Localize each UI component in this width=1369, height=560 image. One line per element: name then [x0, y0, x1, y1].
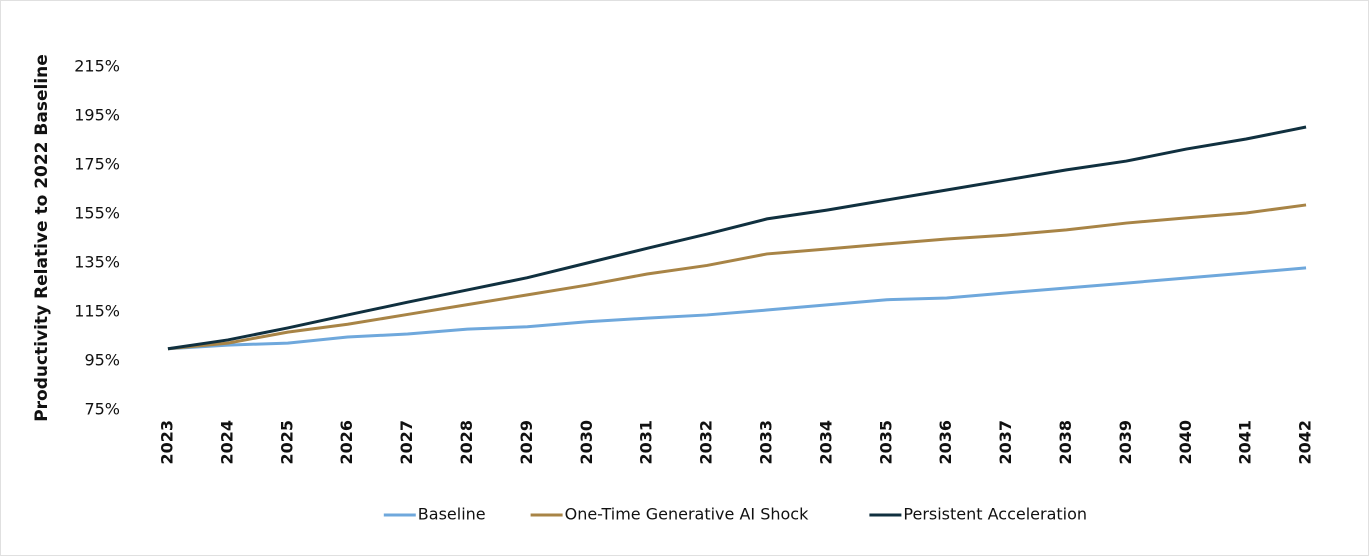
x-tick-label: 2023 — [157, 420, 176, 465]
y-tick-label: 115% — [74, 302, 120, 321]
y-axis-title: Productivity Relative to 2022 Baseline — [32, 54, 52, 422]
x-tick-label: 2031 — [637, 420, 656, 465]
x-tick-label: 2036 — [936, 420, 955, 465]
legend-label: One-Time Generative AI Shock — [565, 505, 809, 524]
x-tick-label: 2033 — [756, 420, 775, 465]
x-tick-label: 2037 — [996, 420, 1015, 465]
legend-label: Baseline — [418, 505, 486, 524]
x-tick-label: 2025 — [277, 420, 296, 465]
x-tick-label: 2024 — [217, 420, 236, 465]
x-tick-label: 2027 — [397, 420, 416, 465]
x-tick-label: 2026 — [337, 420, 356, 465]
x-tick-label: 2028 — [457, 420, 476, 465]
y-tick-label: 175% — [74, 155, 120, 174]
x-tick-label: 2030 — [577, 420, 596, 465]
legend-label: Persistent Acceleration — [903, 505, 1087, 524]
x-tick-label: 2029 — [517, 420, 536, 465]
x-tick-label: 2041 — [1236, 420, 1255, 465]
y-tick-label: 195% — [74, 106, 120, 125]
series-line — [167, 266, 1307, 351]
series-line — [167, 125, 1307, 351]
y-tick-label: 155% — [74, 204, 120, 223]
x-tick-label: 2039 — [1116, 420, 1135, 465]
x-tick-label: 2032 — [697, 420, 716, 465]
x-tick-label: 2035 — [876, 420, 895, 465]
x-tick-label: 2040 — [1176, 420, 1195, 465]
x-tick-label: 2034 — [816, 420, 835, 465]
x-tick-label: 2042 — [1296, 420, 1315, 465]
y-tick-label: 215% — [74, 57, 120, 76]
y-tick-label: 75% — [84, 400, 120, 419]
x-tick-label: 2038 — [1056, 420, 1075, 465]
series-line — [167, 203, 1307, 351]
y-tick-label: 135% — [74, 253, 120, 272]
y-tick-label: 95% — [84, 351, 120, 370]
